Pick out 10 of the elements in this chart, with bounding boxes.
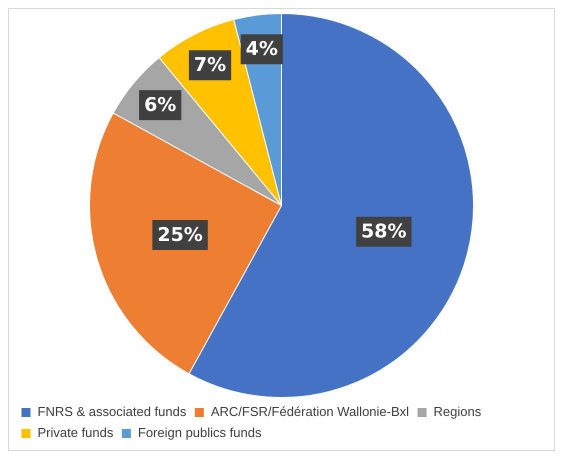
- data-label: 25%: [157, 224, 203, 246]
- legend-label: Foreign publics funds: [138, 425, 262, 440]
- legend-label: ARC/FSR/Fédération Wallonie-Bxl: [210, 404, 410, 420]
- data-label: 4%: [246, 38, 278, 60]
- data-label: 58%: [361, 220, 407, 243]
- data-label: 7%: [194, 54, 226, 76]
- data-label: 6%: [144, 94, 176, 116]
- legend-label: FNRS & associated funds: [38, 404, 187, 420]
- legend-label: Private funds: [38, 425, 114, 440]
- legend-label: Regions: [434, 404, 482, 420]
